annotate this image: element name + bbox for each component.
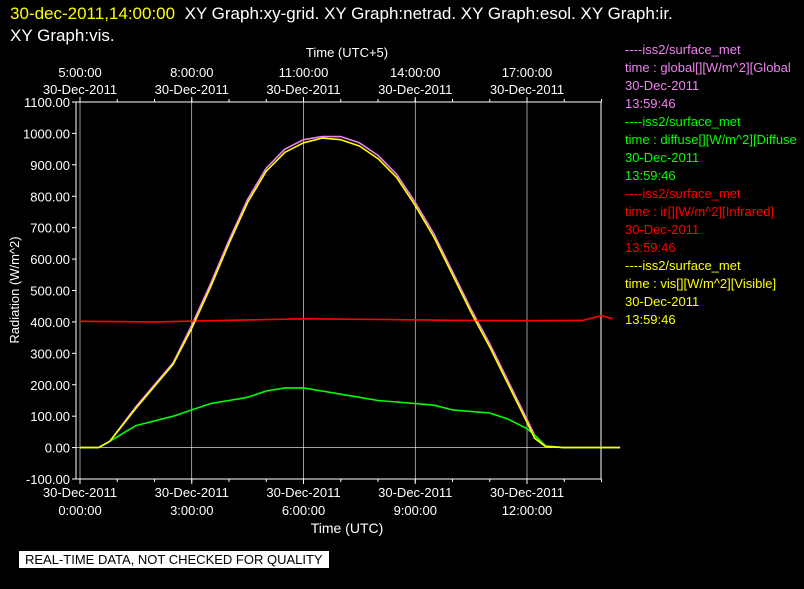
x-top-tick-time: 14:00:00 bbox=[390, 65, 441, 80]
y-tick-label: 100.00 bbox=[30, 409, 70, 424]
quality-disclaimer: REAL-TIME DATA, NOT CHECKED FOR QUALITY bbox=[19, 551, 329, 568]
window-title: 30-dec-2011,14:00:00 XY Graph:xy-grid. X… bbox=[10, 4, 673, 24]
x-bottom-tick-date: 30-Dec-2011 bbox=[266, 485, 340, 500]
legend-source: ----iss2/surface_met bbox=[625, 186, 741, 201]
legend-field: time : ir[][W/m^2][Infrared] bbox=[625, 204, 775, 219]
series-vis-line bbox=[80, 137, 621, 449]
series-ir-line bbox=[79, 314, 613, 323]
x-bottom-tick-time: 6:00:00 bbox=[282, 503, 325, 518]
y-tick-label: 800.00 bbox=[30, 189, 70, 204]
x-top-tick-date: 30-Dec-2011 bbox=[266, 82, 340, 97]
series-global-line bbox=[80, 135, 621, 449]
x-bottom-tick-time: 3:00:00 bbox=[170, 503, 213, 518]
legend-date: 30-Dec-2011 bbox=[625, 222, 700, 237]
y-tick-label: 400.00 bbox=[30, 315, 70, 330]
y-tick-label: -100.00 bbox=[26, 472, 70, 487]
legend-field: time : vis[][W/m^2][Visible] bbox=[625, 276, 777, 291]
legend-date: 30-Dec-2011 bbox=[625, 78, 700, 93]
legend-source: ----iss2/surface_met bbox=[625, 258, 741, 273]
title-timestamp: 30-dec-2011,14:00:00 bbox=[10, 4, 176, 23]
y-tick-label: 700.00 bbox=[30, 221, 70, 236]
legend-time: 13:59:46 bbox=[625, 312, 676, 327]
y-tick-label: 200.00 bbox=[30, 378, 70, 393]
x-top-tick-time: 5:00:00 bbox=[58, 65, 101, 80]
x-top-tick-date: 30-Dec-2011 bbox=[43, 82, 117, 97]
legend-date: 30-Dec-2011 bbox=[625, 150, 700, 165]
y-tick-label: 1100.00 bbox=[24, 95, 70, 110]
x-bottom-tick-time: 9:00:00 bbox=[394, 503, 437, 518]
x-axis-label-bottom: Time (UTC) bbox=[311, 520, 384, 536]
legend-field: time : global[][W/m^2][Global bbox=[625, 60, 791, 75]
graph-list: XY Graph:xy-grid. XY Graph:netrad. XY Gr… bbox=[184, 4, 673, 23]
legend-time: 13:59:46 bbox=[625, 96, 676, 111]
legend-field: time : diffuse[][W/m^2][Diffuse bbox=[625, 132, 797, 147]
plot-frame bbox=[75, 101, 602, 480]
x-top-tick-time: 8:00:00 bbox=[170, 65, 213, 80]
x-axis-label-top: Time (UTC+5) bbox=[306, 45, 388, 60]
y-tick-label: 0.00 bbox=[45, 441, 70, 456]
x-axis-bottom: 30-Dec-2011 0:00:00 30-Dec-2011 3:00:00 30-D… bbox=[43, 479, 602, 518]
x-bottom-tick-date: 30-Dec-2011 bbox=[155, 485, 229, 500]
y-tick-label: 900.00 bbox=[30, 158, 70, 173]
legend-source: ----iss2/surface_met bbox=[625, 42, 741, 57]
graph-list-continued: XY Graph:vis. bbox=[10, 26, 115, 45]
x-top-tick-time: 11:00:00 bbox=[279, 65, 329, 80]
y-axis-label: Radiation (W/m^2) bbox=[7, 236, 22, 343]
y-tick-label: 600.00 bbox=[30, 252, 70, 267]
x-top-tick-time: 17:00:00 bbox=[502, 65, 553, 80]
series-diffuse-line bbox=[80, 387, 621, 449]
x-top-tick-date: 30-Dec-2011 bbox=[378, 82, 452, 97]
legend-date: 30-Dec-2011 bbox=[625, 294, 700, 309]
legend-time: 13:59:46 bbox=[625, 240, 676, 255]
y-tick-label: 300.00 bbox=[30, 346, 70, 361]
legend-source: ----iss2/surface_met bbox=[625, 114, 741, 129]
y-axis: -100.00 0.00 100.00 200.00 300.00 400.00 500.0… bbox=[23, 95, 76, 487]
x-top-tick-date: 30-Dec-2011 bbox=[155, 82, 229, 97]
legend-time: 13:59:46 bbox=[625, 168, 676, 183]
series-group bbox=[79, 135, 621, 449]
x-axis-top: 5:00:00 30-Dec-2011 8:00:00 30-Dec-2011 11:0… bbox=[43, 65, 602, 102]
x-bottom-tick-time: 0:00:00 bbox=[58, 503, 101, 518]
x-bottom-tick-date: 30-Dec-2011 bbox=[378, 485, 452, 500]
x-bottom-tick-date: 30-Dec-2011 bbox=[490, 485, 564, 500]
x-top-tick-date: 30-Dec-2011 bbox=[490, 82, 564, 97]
y-tick-label: 500.00 bbox=[30, 284, 70, 299]
grid bbox=[76, 102, 601, 479]
y-tick-label: 1000.00 bbox=[23, 126, 70, 141]
x-bottom-tick-date: 30-Dec-2011 bbox=[43, 485, 117, 500]
x-bottom-tick-time: 12:00:00 bbox=[502, 503, 553, 518]
